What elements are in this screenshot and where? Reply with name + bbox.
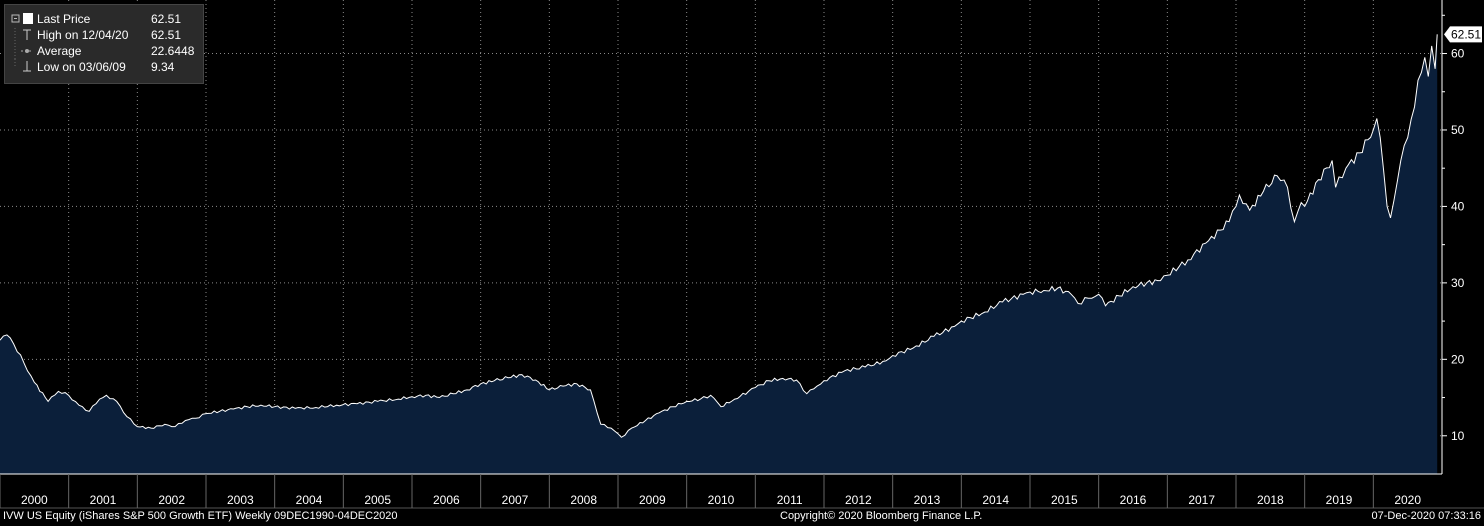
legend-row-low: Low on 03/06/09 9.34	[5, 59, 203, 75]
x-tick-label: 2002	[158, 493, 185, 507]
x-tick-label: 2019	[1326, 493, 1353, 507]
x-tick-label: 2014	[982, 493, 1009, 507]
legend-label: Last Price	[37, 12, 91, 26]
legend-label: Average	[37, 44, 82, 58]
x-tick-label: 2012	[845, 493, 872, 507]
footer-security-description: IVW US Equity (iShares S&P 500 Growth ET…	[3, 510, 398, 522]
x-tick-label: 2018	[1257, 493, 1284, 507]
x-tick-label: 2003	[227, 493, 254, 507]
x-tick-label: 2006	[433, 493, 460, 507]
legend-value: 22.6448	[151, 44, 195, 58]
legend-label: Low on 03/06/09	[37, 60, 126, 74]
legend-row-last-price[interactable]: Last Price 62.51	[5, 11, 203, 27]
filled-square-icon	[11, 13, 33, 24]
x-tick-label: 2007	[502, 493, 529, 507]
y-tick-label: 30	[1451, 276, 1465, 290]
average-line-icon	[14, 43, 33, 59]
legend-label: High on 12/04/20	[37, 28, 129, 42]
x-tick-label: 2013	[914, 493, 941, 507]
y-tick-label: 60	[1451, 47, 1465, 61]
axes	[0, 0, 1484, 509]
x-tick-label: 2016	[1120, 493, 1147, 507]
y-tick-label: 20	[1451, 352, 1465, 366]
legend-row-high: High on 12/04/20 62.51	[5, 27, 203, 43]
x-tick-label: 2001	[90, 493, 117, 507]
x-tick-label: 2005	[364, 493, 391, 507]
legend-value: 62.51	[151, 28, 182, 42]
high-marker-icon	[14, 28, 31, 43]
x-tick-label: 2017	[1188, 493, 1215, 507]
x-tick-label: 2015	[1051, 493, 1078, 507]
x-tick-label: 2008	[570, 493, 597, 507]
legend-value: 62.51	[151, 12, 182, 26]
last-price-tag: 62.51	[1444, 26, 1482, 43]
y-tick-label: 10	[1451, 429, 1465, 443]
footer-copyright: Copyright© 2020 Bloomberg Finance L.P.	[780, 510, 983, 522]
y-tick-label: 50	[1451, 123, 1465, 137]
y-axis-ticks: 10 20 30 40 50 60	[1442, 14, 1465, 443]
last-price-tag-text: 62.51	[1451, 27, 1481, 41]
legend-value: 9.34	[151, 60, 175, 74]
price-area-fill	[0, 34, 1438, 475]
x-axis-ticks: 2000 2001 2002 2003 2004 2005 2006 2007 2008 2009…	[0, 474, 1421, 508]
x-tick-label: 2000	[21, 493, 48, 507]
x-tick-label: 2011	[777, 493, 803, 507]
x-tick-label: 2009	[639, 493, 666, 507]
footer-timestamp: 07-Dec-2020 07:33:16	[1371, 510, 1481, 522]
x-tick-label: 2020	[1394, 493, 1421, 507]
chart-legend[interactable]: Last Price 62.51 High on 12/04/20 62.51 …	[4, 4, 204, 84]
y-tick-label: 40	[1451, 199, 1465, 213]
x-tick-label: 2004	[296, 493, 323, 507]
price-line	[0, 34, 1438, 438]
legend-row-average: Average 22.6448	[5, 43, 203, 59]
x-tick-label: 2010	[708, 493, 735, 507]
low-marker-icon	[14, 59, 31, 72]
last-price-tag-background	[1444, 26, 1482, 43]
